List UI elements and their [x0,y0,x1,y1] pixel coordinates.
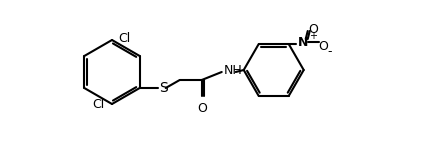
Text: Cl: Cl [118,32,130,45]
Text: Cl: Cl [92,97,104,111]
Text: S: S [159,81,168,95]
Text: -: - [328,46,332,59]
Text: NH: NH [224,63,243,77]
Text: O: O [197,102,207,115]
Text: +: + [309,31,317,41]
Text: N: N [298,36,308,49]
Text: O: O [319,40,328,53]
Text: O: O [309,22,319,36]
